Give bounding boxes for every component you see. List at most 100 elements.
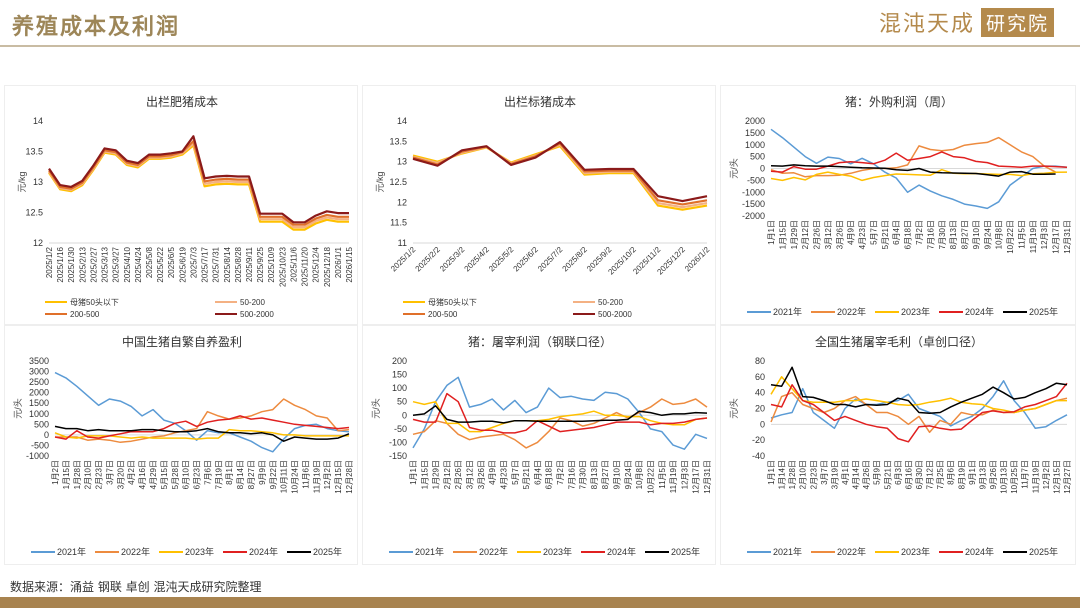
x-tick-label: 8月19日 <box>957 460 966 489</box>
y-tick-label: 12 <box>397 197 407 207</box>
series-line-0 <box>770 380 1068 430</box>
legend-label: 2021年 <box>57 546 86 557</box>
chart-panel-slaughter-gross-margin: 全国生猪屠宰毛利（卓创口径） 元/头 -40 -20 0 20 40 60 80 1月1日 1月14… <box>720 325 1076 565</box>
chart-panel-slaughter-profit-mysteel: 猪：屠宰利润（钢联口径） 元/头 -150 -100 -50 0 50 100 150 200 1月… <box>362 325 716 565</box>
legend-label: 2023年 <box>185 546 214 557</box>
logo-box: 研究院 <box>980 7 1054 37</box>
legend-label: 2025年 <box>1029 306 1058 317</box>
x-tick-label: 10月25日 <box>1010 460 1019 494</box>
legend-label: 2024年 <box>607 546 636 557</box>
y-tick-label: -50 <box>394 424 407 434</box>
x-tick-label: 2025/1/2 <box>389 245 418 274</box>
x-tick-label: 2025/12/4 <box>312 246 321 282</box>
y-axis-label: 元/kg <box>17 171 27 192</box>
legend-label: 母猪50头以下 <box>70 297 119 307</box>
y-tick-label: 100 <box>392 383 407 393</box>
y-tick-label: 3500 <box>29 356 49 366</box>
x-tick-label: 2025/1/30 <box>67 246 76 282</box>
x-tick-label: 2月26日 <box>454 460 463 489</box>
footer-bar <box>0 597 1080 608</box>
x-tick-label: 1月2日 <box>51 460 60 485</box>
legend-label: 2024年 <box>965 546 994 557</box>
x-tick-label: 12月2日 <box>323 460 332 489</box>
legend-label: 2024年 <box>965 306 994 317</box>
x-tick-label: 5月15日 <box>160 460 169 489</box>
x-tick-label: 1月15日 <box>62 460 71 489</box>
x-tick-label: 11月7日 <box>1021 460 1030 489</box>
y-tick-label: -1000 <box>742 187 765 197</box>
legend-label: 2024年 <box>249 546 278 557</box>
y-tick-label: 14 <box>33 116 43 126</box>
series-line-1 <box>55 398 350 444</box>
x-tick-label: 12月31日 <box>1063 220 1072 254</box>
legend-label: 2025年 <box>671 546 700 557</box>
series-line-3 <box>412 392 708 434</box>
x-tick-label: 7月30日 <box>938 220 947 249</box>
x-tick-label: 1月28日 <box>73 460 82 489</box>
x-tick-label: 1月28日 <box>788 460 797 489</box>
x-tick-label: 2025/4/24 <box>134 246 143 282</box>
x-tick-label: 5月21日 <box>522 460 531 489</box>
x-tick-label: 2025/11/20 <box>301 246 310 286</box>
x-tick-label: 10月8日 <box>635 460 644 489</box>
x-tick-label: 7月2日 <box>915 220 924 245</box>
y-tick-label: 150 <box>392 370 407 380</box>
x-tick-label: 2025/4/2 <box>463 245 492 274</box>
x-tick-label: 1月1日 <box>767 460 776 485</box>
x-tick-label: 6月3日 <box>894 460 903 485</box>
x-tick-label: 1月1日 <box>767 220 776 245</box>
x-tick-label: 2025/1/16 <box>56 246 65 282</box>
y-tick-label: 13.5 <box>25 147 43 157</box>
x-tick-label: 1月15日 <box>778 220 787 249</box>
x-tick-label: 9月24日 <box>624 460 633 489</box>
legend-label: 2022年 <box>837 306 866 317</box>
x-tick-label: 3月26日 <box>835 220 844 249</box>
x-tick-label: 9月26日 <box>989 460 998 489</box>
x-tick-label: 4月14日 <box>852 460 861 489</box>
x-tick-label: 7月16日 <box>567 460 576 489</box>
x-tick-label: 2月10日 <box>84 460 93 489</box>
y-tick-label: 50 <box>397 397 407 407</box>
x-tick-label: 2025/10/9 <box>267 246 276 282</box>
x-tick-label: 8月13日 <box>949 220 958 249</box>
y-tick-label: 12.5 <box>389 177 407 187</box>
x-tick-label: 3月26日 <box>477 460 486 489</box>
y-tick-label: 500 <box>34 419 49 429</box>
y-tick-label: 13 <box>33 177 43 187</box>
x-tick-label: 11月19日 <box>1031 460 1040 493</box>
chart-title: 出栏标猪成本 <box>504 94 576 109</box>
x-tick-label: 4月23日 <box>499 460 508 489</box>
page-title: 养殖成本及利润 <box>12 14 181 40</box>
x-tick-label: 6月18日 <box>545 460 554 489</box>
x-tick-label: 4月2日 <box>127 460 136 485</box>
x-tick-label: 8月27日 <box>601 460 610 489</box>
series-line-2 <box>412 400 708 433</box>
x-tick-label: 2025/2/27 <box>89 246 98 282</box>
x-tick-label: 11月19日 <box>312 460 321 493</box>
x-tick-label: 2026/1/15 <box>345 246 354 282</box>
x-tick-label: 6月23日 <box>193 460 202 489</box>
y-tick-label: 0 <box>402 410 407 420</box>
y-tick-label: -1500 <box>742 199 765 209</box>
chart-title: 出栏肥猪成本 <box>146 94 218 109</box>
x-tick-label: 2025/7/3 <box>189 246 198 278</box>
x-tick-label: 12月27日 <box>1063 460 1072 494</box>
y-tick-label: 1500 <box>745 128 765 138</box>
x-tick-label: 1月15日 <box>420 460 429 489</box>
series-line-2 <box>54 428 349 440</box>
x-tick-label: 6月30日 <box>915 460 924 489</box>
y-tick-label: 200 <box>392 356 407 366</box>
x-tick-label: 12月17日 <box>692 460 701 494</box>
x-tick-label: 8月6日 <box>947 460 956 485</box>
y-tick-label: 11.5 <box>390 218 407 228</box>
y-tick-label: 1500 <box>29 398 49 408</box>
y-tick-label: 13 <box>397 157 407 167</box>
x-tick-label: 8月13日 <box>590 460 599 489</box>
series-line-3 <box>54 415 350 440</box>
data-source-note: 数据来源：涌益 钢联 卓创 混沌天成研究院整理 <box>10 580 262 594</box>
x-tick-label: 9月22日 <box>269 460 278 489</box>
company-logo: 混沌天成 研究院 <box>879 7 1054 37</box>
x-tick-label: 2025/2/13 <box>78 246 87 282</box>
y-tick-label: 13.5 <box>389 136 407 146</box>
x-tick-label: 2025/12/18 <box>323 246 332 287</box>
